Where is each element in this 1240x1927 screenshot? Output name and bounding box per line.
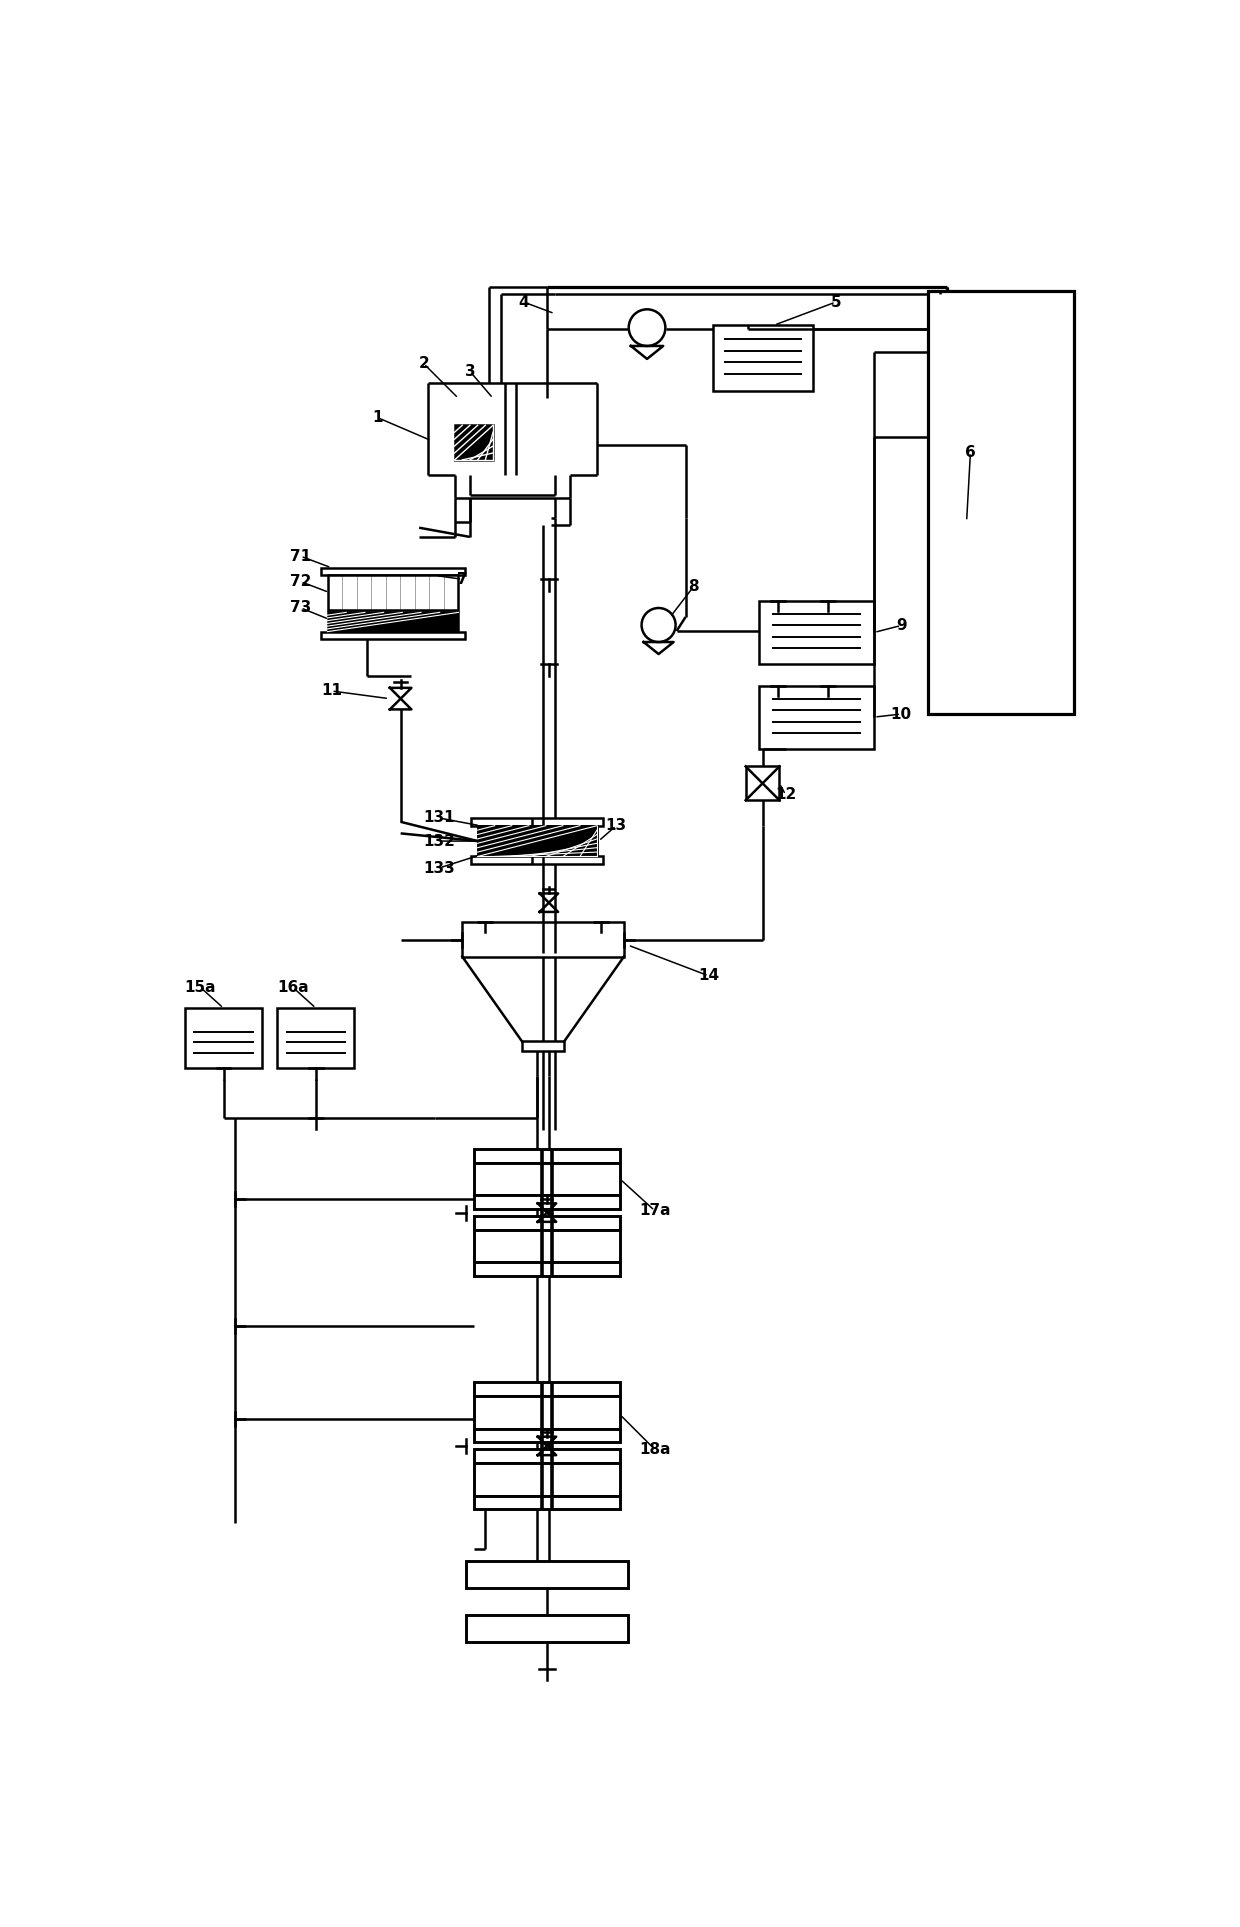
Text: 5: 5 bbox=[831, 295, 841, 310]
Text: 6: 6 bbox=[965, 445, 976, 461]
Text: 7: 7 bbox=[456, 572, 467, 588]
Text: 3: 3 bbox=[465, 364, 475, 380]
Text: 16a: 16a bbox=[277, 981, 309, 994]
Text: 133: 133 bbox=[423, 861, 455, 875]
Text: 14: 14 bbox=[698, 969, 719, 983]
Bar bbox=[471, 856, 603, 863]
Bar bbox=[474, 1463, 620, 1495]
Text: 71: 71 bbox=[290, 549, 311, 565]
Bar bbox=[713, 326, 812, 391]
Bar bbox=[474, 1195, 620, 1208]
Bar bbox=[477, 825, 596, 856]
Bar bbox=[522, 1041, 564, 1050]
Bar bbox=[455, 426, 494, 461]
Bar bbox=[471, 817, 603, 825]
Bar bbox=[759, 686, 874, 750]
Bar bbox=[759, 601, 874, 665]
Bar bbox=[477, 825, 596, 856]
Bar bbox=[321, 568, 465, 576]
Bar bbox=[185, 1008, 262, 1068]
Text: 2: 2 bbox=[418, 356, 429, 372]
Text: 18a: 18a bbox=[639, 1441, 671, 1457]
Bar bbox=[327, 576, 459, 611]
Text: 10: 10 bbox=[890, 707, 911, 721]
Bar bbox=[745, 767, 780, 800]
Text: 13: 13 bbox=[605, 819, 626, 832]
Text: 12: 12 bbox=[775, 788, 796, 802]
Text: 1: 1 bbox=[372, 410, 383, 426]
Bar bbox=[278, 1008, 355, 1068]
Bar bbox=[474, 1382, 620, 1397]
Text: 72: 72 bbox=[290, 574, 311, 590]
Text: 132: 132 bbox=[423, 834, 455, 848]
Bar bbox=[474, 1148, 620, 1162]
Bar bbox=[474, 1428, 620, 1443]
Bar bbox=[474, 1229, 620, 1262]
Bar bbox=[474, 1162, 620, 1195]
Text: 4: 4 bbox=[518, 295, 529, 310]
Bar bbox=[474, 1262, 620, 1276]
Bar bbox=[474, 1449, 620, 1463]
Text: 11: 11 bbox=[321, 684, 342, 698]
Text: 131: 131 bbox=[423, 811, 455, 825]
Bar bbox=[463, 921, 624, 956]
Bar bbox=[466, 1615, 627, 1642]
Text: 15a: 15a bbox=[185, 981, 216, 994]
Text: 8: 8 bbox=[688, 580, 698, 595]
Bar bbox=[327, 613, 459, 632]
Bar bbox=[474, 1495, 620, 1509]
Bar bbox=[321, 632, 465, 640]
Bar bbox=[928, 291, 1074, 715]
Text: 73: 73 bbox=[290, 601, 311, 615]
Bar bbox=[474, 1216, 620, 1229]
Bar bbox=[474, 1397, 620, 1428]
Text: 9: 9 bbox=[895, 619, 906, 632]
Bar bbox=[466, 1561, 627, 1588]
Text: 17a: 17a bbox=[639, 1202, 671, 1218]
